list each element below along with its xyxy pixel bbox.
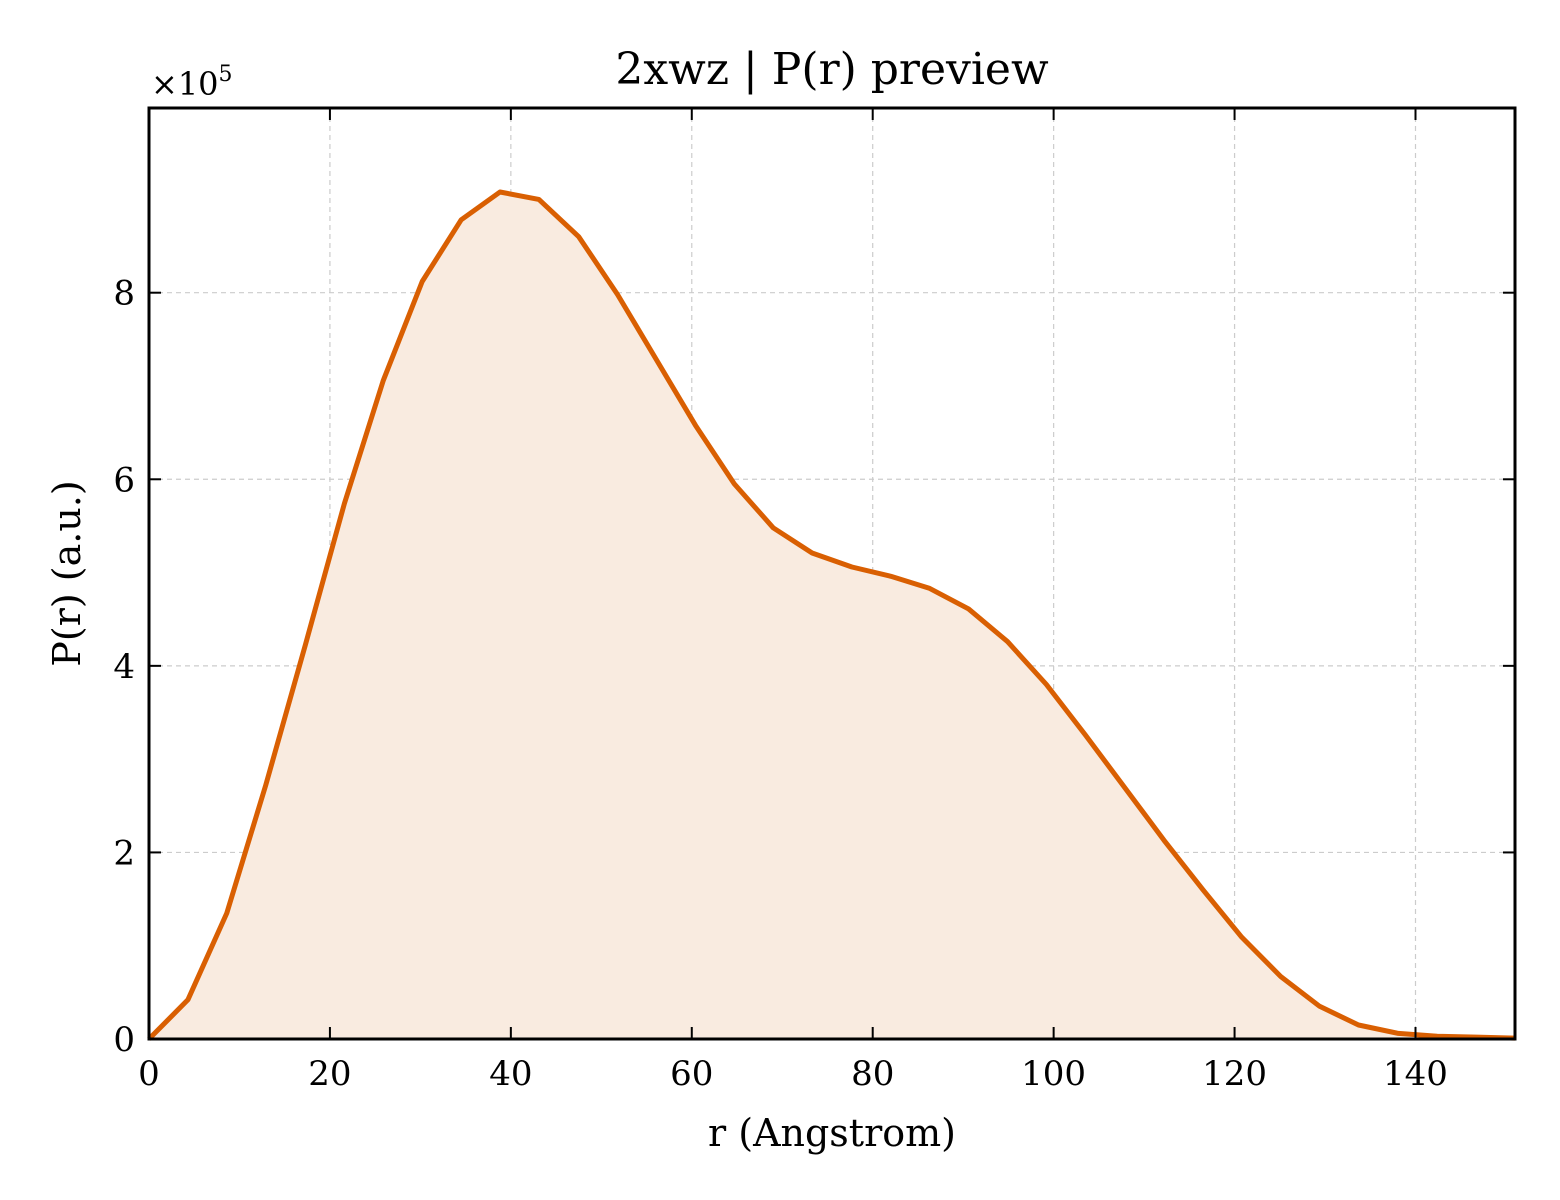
x-tick-label: 80 [851, 1054, 894, 1094]
pr-line [147, 189, 1516, 1041]
y-tick-label: 4 [113, 647, 135, 687]
y-tick-label: 0 [113, 1020, 135, 1060]
x-tick-label: 100 [1021, 1054, 1086, 1094]
x-tick-label: 140 [1383, 1054, 1448, 1094]
y-tick-label: 6 [113, 460, 135, 500]
x-tick-label: 0 [138, 1054, 160, 1094]
ticks-layer: 0 20 40 60 80 100 120 140 0 2 4 6 8 [113, 108, 1515, 1094]
y-scale-factor: ×105 [151, 62, 233, 103]
x-tick-label: 20 [308, 1054, 351, 1094]
x-axis-label: r (Angstrom) [708, 1111, 956, 1155]
x-tick-label: 40 [489, 1054, 532, 1094]
y-tick-label: 8 [113, 274, 135, 314]
plot-frame [147, 106, 1517, 1041]
chart-title: 2xwz | P(r) preview [615, 44, 1049, 95]
y-tick-label: 2 [113, 833, 135, 873]
y-axis-label: P(r) (a.u.) [45, 480, 89, 666]
x-tick-label: 60 [670, 1054, 713, 1094]
y-scale-exponent: 5 [219, 62, 233, 87]
y-scale-base: ×10 [151, 65, 219, 103]
x-tick-label: 120 [1202, 1054, 1267, 1094]
pr-area-fill [149, 192, 1515, 1039]
